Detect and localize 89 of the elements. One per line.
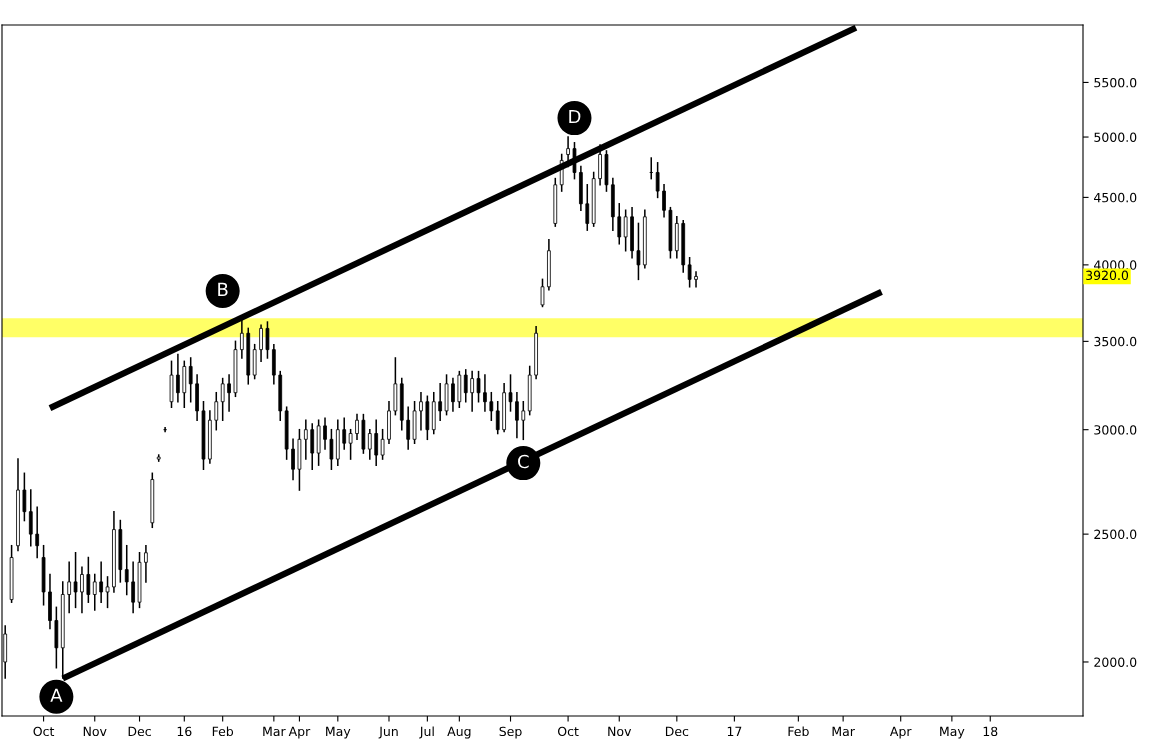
candlestick xyxy=(572,142,577,180)
candlestick xyxy=(28,489,33,547)
x-tick-label: Oct xyxy=(33,726,55,737)
x-tick-label: Apr xyxy=(889,726,912,739)
y-tick-label: 3000.0 xyxy=(1094,425,1137,435)
candlestick xyxy=(636,222,641,281)
candlestick xyxy=(176,353,180,403)
candlestick xyxy=(291,438,295,481)
candlestick xyxy=(259,324,263,363)
text: 3920.0 xyxy=(1086,270,1129,281)
candlestick xyxy=(188,357,193,403)
candlestick xyxy=(623,209,628,252)
x-tick-label: 17 xyxy=(727,726,742,736)
y-tick-label: 2500.0 xyxy=(1094,529,1137,540)
candlestick xyxy=(476,370,481,403)
data-label: A xyxy=(50,688,63,702)
candlestick xyxy=(342,417,347,450)
candlestick xyxy=(367,428,372,460)
candlestick xyxy=(22,472,27,522)
x-tick-label: Aug xyxy=(447,726,471,739)
candlestick xyxy=(220,377,225,421)
candlestick xyxy=(655,162,660,199)
candlestick xyxy=(585,184,590,231)
data-label: D xyxy=(569,109,581,124)
y-tick-label: 3500.0 xyxy=(1094,336,1137,347)
candlestick xyxy=(73,552,78,609)
candlestick xyxy=(124,544,129,596)
x-tick-label: 18 xyxy=(983,726,998,737)
candlestick xyxy=(329,428,334,470)
x-tick-label: Feb xyxy=(212,726,234,737)
candlestick xyxy=(35,506,40,559)
y-tick-label: 2000.0 xyxy=(1094,657,1137,667)
candlestick xyxy=(99,561,103,603)
candlestick xyxy=(144,544,148,583)
y-tick-label: 4000.0 xyxy=(1094,260,1137,270)
candlestick xyxy=(438,383,443,421)
y-tick-label: 5000.0 xyxy=(1094,132,1137,142)
candlestick xyxy=(617,203,622,245)
candlestick xyxy=(310,423,315,470)
x-tick-label: 16 xyxy=(177,726,192,737)
y-tick-label: 5500.0 xyxy=(1094,77,1137,88)
candlestick xyxy=(483,374,487,412)
x-tick-label: Mar xyxy=(832,726,855,737)
candlestick xyxy=(521,400,526,441)
candlestick xyxy=(323,417,327,450)
candlestick xyxy=(348,428,353,460)
candlestick xyxy=(508,374,513,412)
candlestick xyxy=(470,370,474,412)
candlestick xyxy=(406,406,411,450)
candlestick xyxy=(240,318,244,359)
candlestick xyxy=(463,369,468,403)
candlestick xyxy=(92,573,97,611)
y-tick-label: 4500.0 xyxy=(1094,192,1137,203)
candlestick xyxy=(86,556,91,603)
candlestick xyxy=(214,391,219,431)
candlestick xyxy=(303,419,308,460)
x-tick-label: Sep xyxy=(499,726,522,739)
x-tick-label: Mar xyxy=(263,726,286,737)
x-tick-label: Feb xyxy=(788,726,809,737)
x-tick-label: Nov xyxy=(83,726,107,737)
candlestick xyxy=(227,374,231,412)
x-tick-label: May xyxy=(326,726,351,739)
candlestick xyxy=(105,576,110,609)
candlestick xyxy=(374,419,379,466)
data-label: B xyxy=(218,282,228,296)
x-tick-label: Jul xyxy=(419,726,434,739)
x-tick-label: Jun xyxy=(378,726,398,739)
candlestick xyxy=(451,377,455,412)
candlestick xyxy=(662,184,666,218)
candlestick xyxy=(489,391,494,421)
candlestick xyxy=(380,428,385,460)
candlestick xyxy=(355,413,359,441)
candlestick xyxy=(687,256,692,288)
candlestick xyxy=(265,321,270,359)
x-tick-label: Dec xyxy=(665,726,689,737)
candlestick xyxy=(495,400,500,435)
candlestick xyxy=(67,561,72,614)
x-tick-label: Nov xyxy=(608,726,632,737)
x-tick-label: Apr xyxy=(288,726,311,739)
candlestick xyxy=(80,566,84,614)
x-tick-label: Oct xyxy=(557,726,579,737)
candlestick xyxy=(694,271,698,288)
data-label: C xyxy=(518,454,529,469)
candlestick xyxy=(131,561,135,614)
x-tick-label: Dec xyxy=(128,726,151,737)
x-tick-label: May xyxy=(940,726,965,739)
candlestick xyxy=(540,278,545,308)
candlestick xyxy=(515,391,519,439)
candlestick xyxy=(419,391,423,431)
